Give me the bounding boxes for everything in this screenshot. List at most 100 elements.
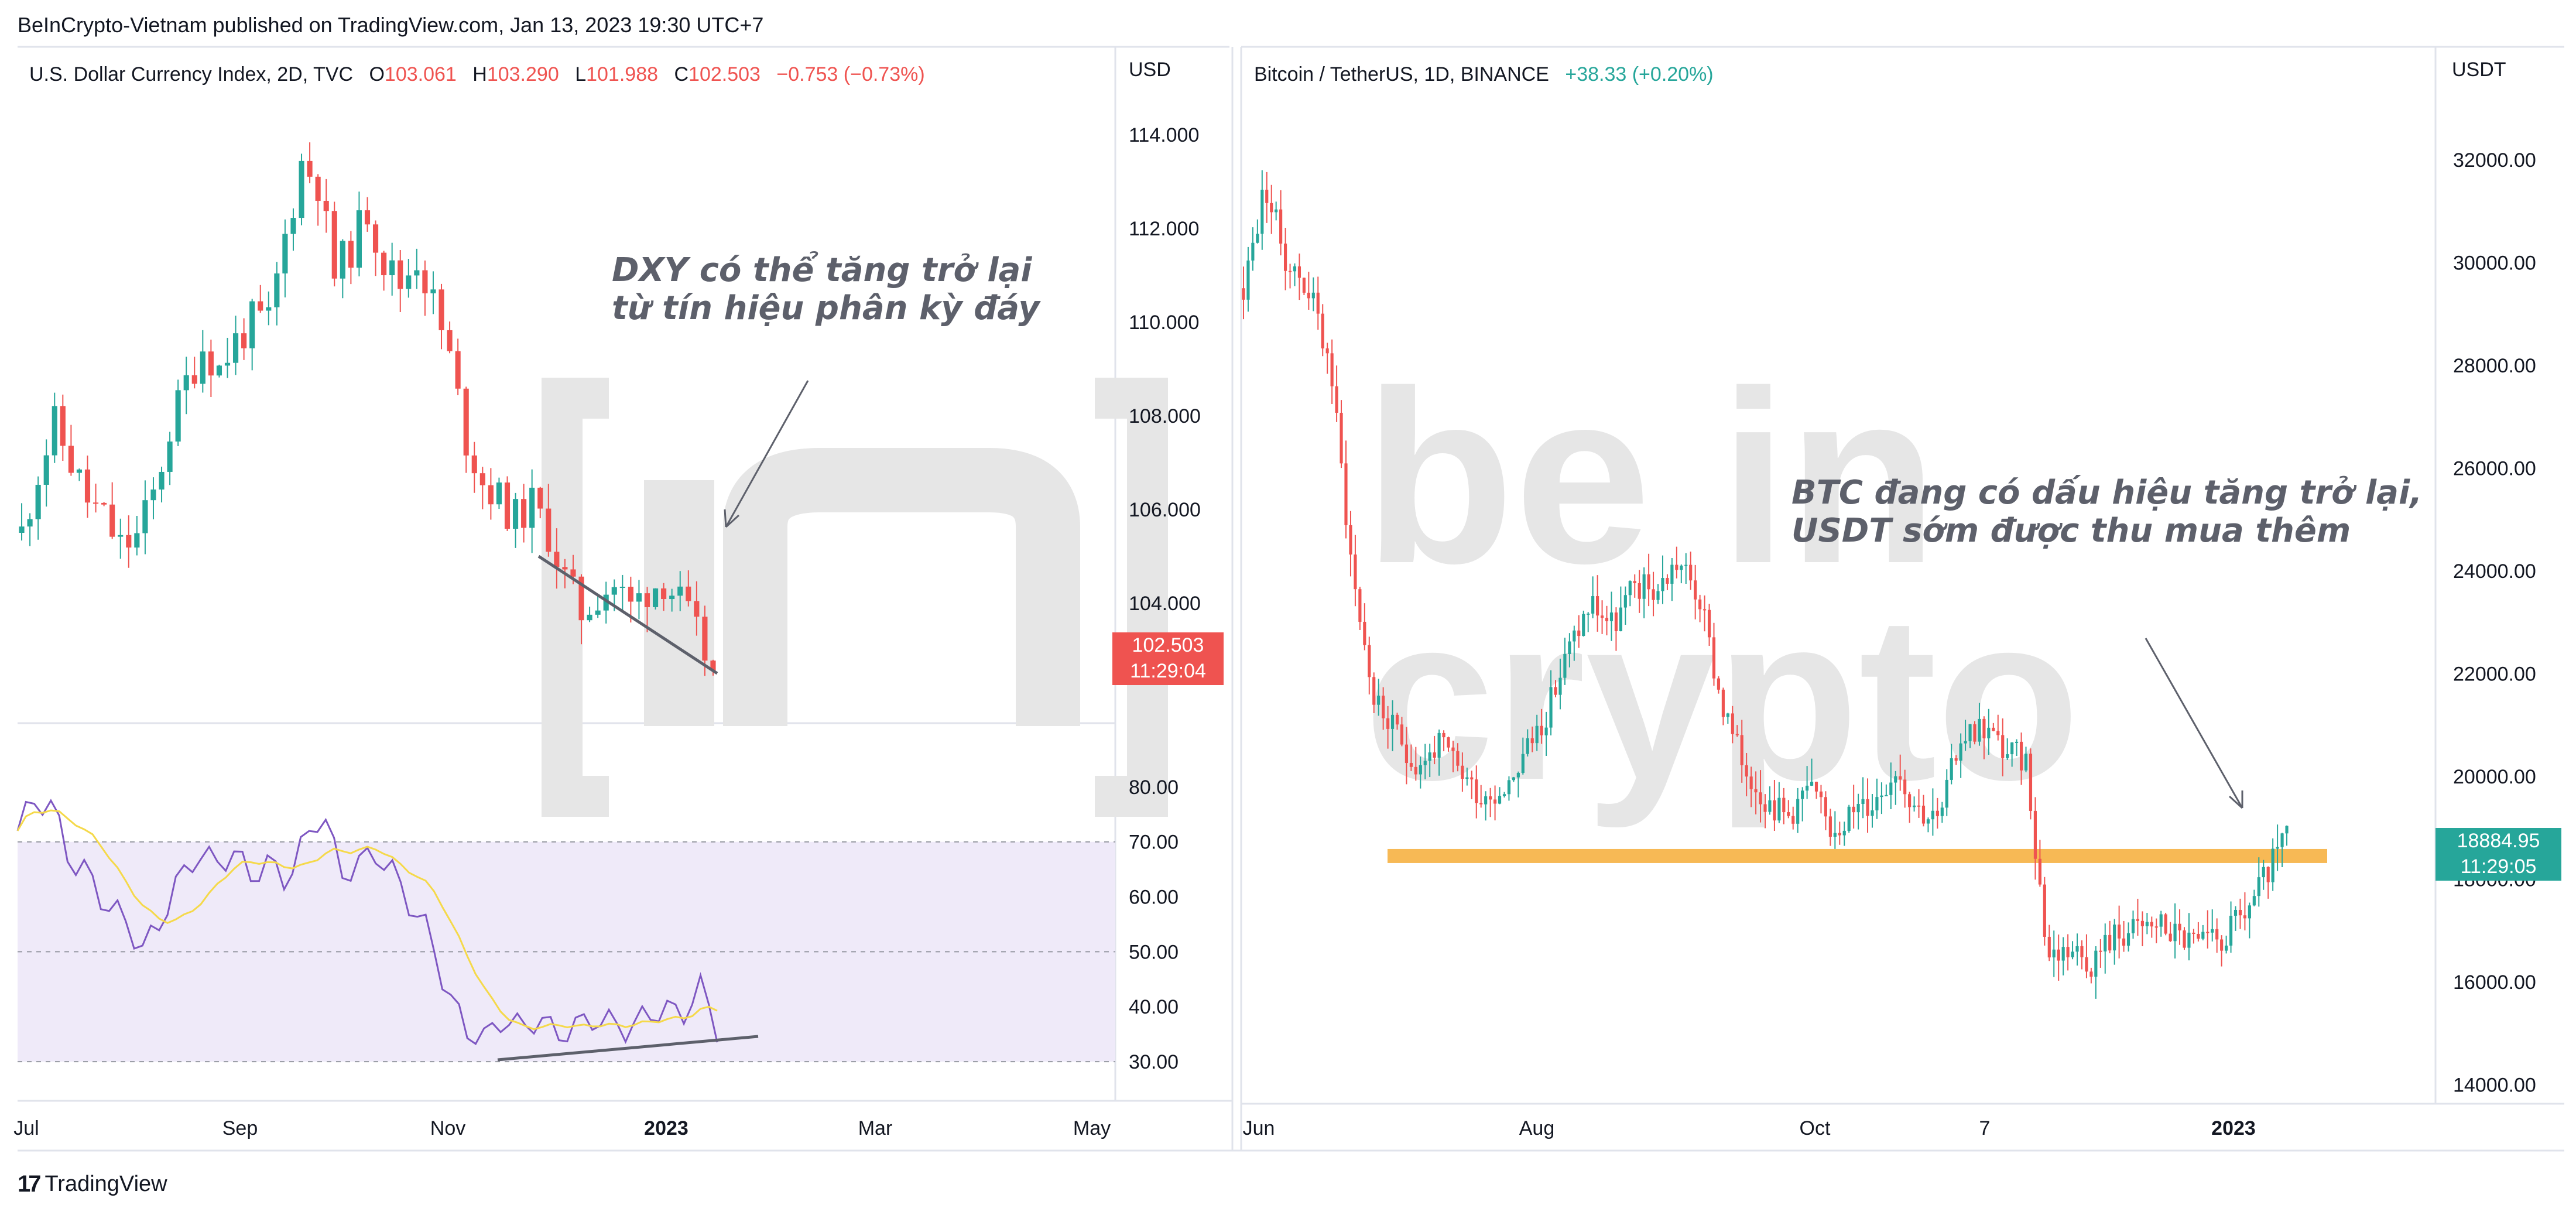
btc-candle xyxy=(1614,612,1618,631)
dxy-price-tag: 102.503 11:29:04 xyxy=(1112,632,1224,685)
dxy-candle xyxy=(150,489,156,501)
btc-candle xyxy=(1549,687,1553,728)
btc-candle xyxy=(1484,796,1488,805)
btc-candle xyxy=(1773,800,1776,821)
btc-candle xyxy=(1954,758,1958,761)
btc-candle xyxy=(2043,884,2046,937)
btc-candle xyxy=(1735,734,1739,735)
btc-candle xyxy=(1279,209,1283,244)
dxy-x-tick: Nov xyxy=(430,1117,465,1139)
btc-candle xyxy=(1731,713,1734,734)
btc-candle xyxy=(1647,574,1650,590)
btc-candle xyxy=(1717,678,1721,690)
btc-candle xyxy=(1871,810,1874,816)
tradingview-logo-icon: 17 xyxy=(18,1171,41,1197)
btc-candle xyxy=(1354,555,1357,590)
dxy-candle xyxy=(595,610,601,615)
dxy-candle xyxy=(603,594,609,611)
btc-candle xyxy=(1502,794,1506,796)
btc-candle xyxy=(1358,589,1362,622)
publisher-header: BeInCrypto-Vietnam published on TradingV… xyxy=(18,13,764,37)
btc-candle xyxy=(1316,292,1320,314)
btc-candle xyxy=(1754,789,1758,793)
btc-candle xyxy=(1573,630,1576,642)
dxy-x-tick: Sep xyxy=(222,1117,258,1139)
tradingview-brand: TradingView xyxy=(44,1172,167,1196)
btc-candle xyxy=(1796,799,1800,824)
dxy-y-tick: 114.000 xyxy=(1129,124,1199,146)
btc-candle xyxy=(1763,804,1767,812)
btc-annotation-line1: BTC đang có dấu hiệu tăng trở lại, xyxy=(1791,474,2422,512)
dxy-candle xyxy=(463,388,469,456)
rsi-y-tick: 80.00 xyxy=(1129,776,1179,799)
btc-candle xyxy=(1856,803,1860,813)
dxy-x-tick: 2023 xyxy=(644,1117,688,1139)
dxy-candle xyxy=(504,482,511,529)
btc-candle xyxy=(1838,833,1841,836)
btc-candle xyxy=(1931,810,1934,820)
btc-candle xyxy=(1992,727,1995,731)
dxy-candle xyxy=(677,586,683,596)
btc-candle xyxy=(2271,848,2274,882)
dxy-candle xyxy=(84,469,91,503)
btc-candle xyxy=(2229,915,2233,946)
dxy-annotation-arrow xyxy=(725,380,809,528)
btc-candle xyxy=(1689,564,1693,581)
dxy-candle xyxy=(290,218,296,234)
btc-candle xyxy=(1726,713,1729,717)
dxy-candle xyxy=(570,569,576,577)
btc-candle xyxy=(1302,278,1306,293)
btc-candle xyxy=(2029,754,2033,811)
btc-candle xyxy=(1251,242,1255,261)
dxy-candle xyxy=(628,587,633,602)
btc-candle xyxy=(2131,919,2135,933)
btc-currency: USDT xyxy=(2452,59,2506,81)
btc-y-tick: 20000.00 xyxy=(2453,766,2536,788)
btc-candle xyxy=(1526,738,1529,754)
dxy-rsi-pane xyxy=(16,799,1115,1063)
btc-candle xyxy=(1996,731,2000,735)
dxy-candle xyxy=(636,593,642,602)
dxy-candle xyxy=(661,588,667,600)
dxy-price-tag-price: 102.503 xyxy=(1132,634,1204,656)
tradingview-footer[interactable]: 17 TradingView xyxy=(18,1171,167,1197)
dxy-candle xyxy=(587,614,592,621)
btc-candle xyxy=(1400,724,1404,745)
dxy-candle xyxy=(348,241,354,268)
dxy-candle xyxy=(381,252,387,276)
btc-candle xyxy=(1940,807,1944,816)
btc-candle xyxy=(2187,932,2191,948)
btc-candle xyxy=(1609,612,1614,621)
btc-candle xyxy=(1428,752,1431,761)
btc-legend: Bitcoin / TetherUS, 1D, BINANCE +38.33 (… xyxy=(1254,63,1714,86)
dxy-candle xyxy=(191,375,197,384)
btc-candle xyxy=(1899,776,1902,780)
btc-candle xyxy=(1945,779,1948,808)
rsi-ma-line xyxy=(16,809,718,1031)
btc-candle xyxy=(1619,607,1622,631)
dxy-candle xyxy=(414,270,420,276)
dxy-candle xyxy=(364,210,371,225)
btc-candle xyxy=(1307,292,1310,299)
btc-candle xyxy=(2038,858,2041,885)
dxy-candle xyxy=(126,535,132,548)
btc-candle xyxy=(2019,741,2023,771)
dxy-candle xyxy=(422,270,428,293)
btc-candle xyxy=(1828,816,1832,837)
dxy-candle xyxy=(76,469,83,473)
btc-candle xyxy=(1810,782,1814,786)
btc-candle xyxy=(1349,525,1352,555)
dxy-high: 103.290 xyxy=(487,63,559,85)
btc-candle xyxy=(2136,919,2140,921)
btc-candle xyxy=(1465,777,1469,779)
dxy-annotation-line2: từ tín hiệu phân kỳ đáy xyxy=(612,289,1041,327)
btc-candle xyxy=(1489,796,1492,800)
dxy-low-label: L xyxy=(575,63,587,85)
dxy-candle xyxy=(447,330,453,351)
dxy-price-divergence-line xyxy=(537,555,718,675)
dxy-candle xyxy=(282,234,288,273)
dxy-symbol: U.S. Dollar Currency Index, 2D, TVC xyxy=(29,63,353,85)
btc-candle xyxy=(2075,946,2079,952)
btc-candle xyxy=(2118,924,2121,939)
dxy-candle xyxy=(430,289,436,293)
